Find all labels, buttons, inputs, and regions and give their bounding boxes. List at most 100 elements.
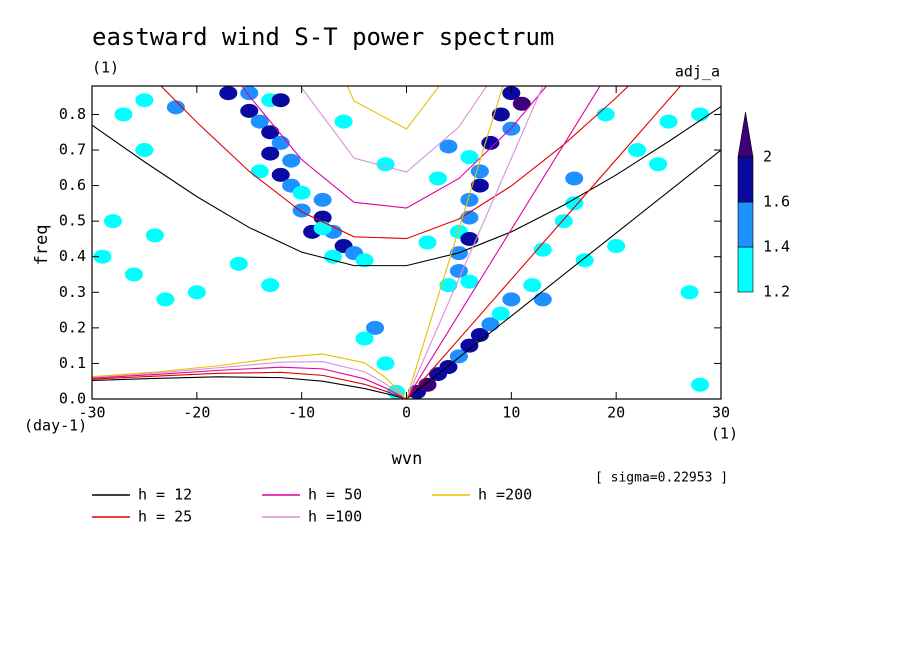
power-cell: [428, 171, 447, 186]
power-cell: [470, 178, 489, 193]
power-cell: [460, 192, 479, 207]
gravity-curve: [160, 86, 630, 240]
power-cell: [449, 349, 468, 364]
power-cell: [502, 86, 521, 101]
power-cell: [261, 278, 280, 293]
power-cell: [481, 317, 500, 332]
power-cell: [261, 146, 280, 161]
y-tick-label: 0.0: [59, 390, 86, 408]
power-cell: [292, 185, 311, 200]
power-cell: [523, 278, 542, 293]
legend-label: h =200: [478, 486, 532, 504]
run-label: adj_a: [675, 63, 720, 81]
legend-label: h =100: [308, 508, 362, 526]
power-cell: [250, 114, 269, 129]
power-cell: [114, 107, 133, 122]
power-cell: [659, 114, 678, 129]
power-cell: [460, 231, 479, 246]
power-cell: [418, 235, 437, 250]
power-cell: [250, 164, 269, 179]
power-cell: [691, 107, 710, 122]
kelvin-curve: [405, 86, 544, 399]
power-cell: [166, 100, 185, 115]
power-cell: [376, 356, 395, 371]
power-cell: [628, 143, 647, 158]
power-cell: [691, 377, 710, 392]
gravity-curve: [300, 86, 488, 173]
power-cell: [93, 249, 112, 264]
x-tick-label: -20: [183, 404, 210, 422]
x-tick-label: 10: [502, 404, 520, 422]
power-cell: [680, 285, 699, 300]
chart-title: eastward wind S-T power spectrum: [92, 23, 554, 51]
power-cell: [460, 210, 479, 225]
gravity-curve: [241, 86, 548, 209]
y-axis-label: freq: [32, 225, 52, 266]
power-cell: [439, 139, 458, 154]
spectrum-field: [93, 86, 710, 399]
y-tick-label: 0.7: [59, 141, 86, 159]
colorbar-label: 1.6: [763, 193, 790, 211]
power-cell: [491, 306, 510, 321]
power-cell: [460, 150, 479, 165]
power-cell: [145, 228, 164, 243]
rossby-curve: [92, 353, 407, 399]
colorbar-box: [737, 201, 754, 248]
colorbar-triangle: [737, 111, 754, 158]
rossby-curve: [92, 361, 407, 399]
gravity-curve: [92, 106, 721, 267]
y-tick-label: 0.1: [59, 354, 86, 372]
power-cell: [219, 86, 238, 101]
kelvin-curve: [406, 86, 601, 399]
colorbar-label: 2: [763, 148, 772, 166]
power-cell: [271, 167, 290, 182]
power-cell: [439, 359, 458, 374]
x-tick-label: -10: [288, 404, 315, 422]
legend-label: h = 50: [308, 486, 362, 504]
power-cell: [512, 96, 531, 111]
rossby-curve: [92, 366, 407, 399]
power-cell: [313, 192, 332, 207]
power-cell: [470, 164, 489, 179]
power-cell: [187, 285, 206, 300]
power-cell: [460, 338, 479, 353]
x-tick-label: -30: [78, 404, 105, 422]
x-tick-label: 0: [402, 404, 411, 422]
power-cell: [607, 239, 626, 254]
kelvin-curve: [405, 86, 504, 399]
power-cell: [261, 125, 280, 140]
power-cell: [124, 267, 143, 282]
power-cell: [156, 292, 175, 307]
rossby-curve: [92, 371, 407, 399]
y-tick-label: 0.6: [59, 176, 86, 194]
colorbar-box: [737, 246, 754, 293]
power-cell: [324, 249, 343, 264]
power-cell: [282, 153, 301, 168]
legend-label: h = 12: [138, 486, 192, 504]
power-cell: [460, 274, 479, 289]
y-tick-label: 0.2: [59, 318, 86, 336]
x-tick-label: 20: [607, 404, 625, 422]
y-tick-label: 0.4: [59, 247, 86, 265]
colorbar-label: 1.2: [763, 283, 790, 301]
x-unit: (1): [711, 425, 738, 443]
power-cell: [470, 327, 489, 342]
colorbar-label: 1.4: [763, 238, 790, 256]
power-cell: [240, 103, 259, 118]
power-cell: [313, 210, 332, 225]
kelvin-curve: [406, 149, 721, 399]
gravity-curve: [346, 86, 440, 130]
power-cell: [135, 93, 154, 108]
power-cell: [135, 143, 154, 158]
kelvin-curve: [406, 86, 682, 399]
power-cell: [533, 292, 552, 307]
x-axis-label: wvn: [392, 449, 423, 469]
power-cell: [491, 107, 510, 122]
power-cell: [439, 278, 458, 293]
power-cell: [481, 135, 500, 150]
plot-frame: [91, 85, 722, 400]
y-tick-label: 0.3: [59, 283, 86, 301]
y-unit: (day-1): [24, 417, 87, 435]
power-cell: [649, 157, 668, 172]
y-tick-label: 0.8: [59, 105, 86, 123]
